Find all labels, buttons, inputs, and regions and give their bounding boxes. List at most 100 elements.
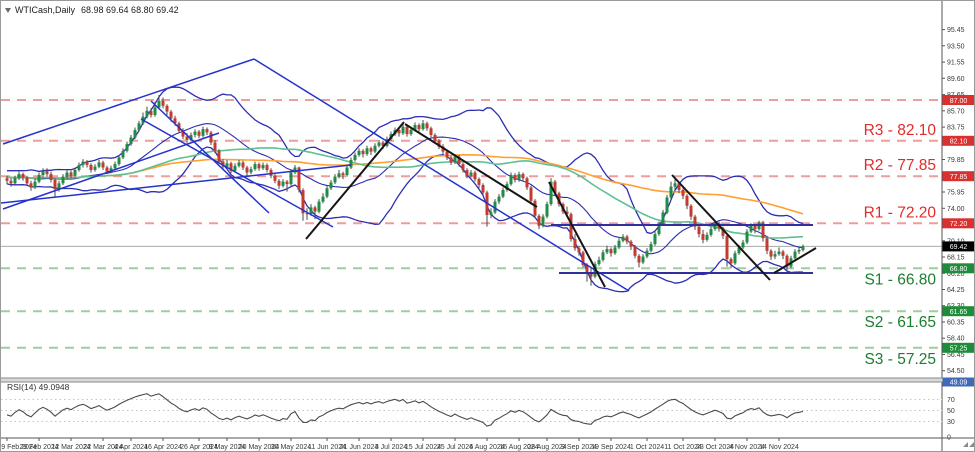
bull-candle bbox=[373, 145, 377, 152]
bear-candle bbox=[405, 126, 409, 135]
price-tick-label: 74.00 bbox=[947, 206, 965, 213]
time-tick-label: 8 May 2024 bbox=[209, 444, 246, 451]
bear-candle bbox=[149, 110, 153, 115]
blue-trendline[interactable] bbox=[2, 58, 255, 145]
price-tick-label: 93.50 bbox=[947, 43, 965, 50]
bear-candle bbox=[105, 167, 109, 172]
bull-candle bbox=[493, 201, 497, 213]
support-level-badge-text: 61.65 bbox=[950, 309, 968, 316]
trendlines bbox=[1, 58, 817, 292]
resistance-level-badge bbox=[942, 135, 974, 146]
bear-candle bbox=[445, 151, 449, 158]
bull-candle bbox=[193, 131, 197, 135]
bull-candle bbox=[321, 196, 325, 202]
bull-candle bbox=[37, 175, 41, 182]
bull-candle bbox=[737, 247, 741, 254]
bear-candle bbox=[181, 130, 185, 137]
blue-trendline[interactable] bbox=[140, 118, 334, 228]
bull-candle bbox=[189, 135, 193, 140]
blue-trendline[interactable] bbox=[1, 164, 352, 204]
price-tick-label: 64.25 bbox=[947, 287, 965, 294]
symbol-period-label: WTICash,Daily bbox=[15, 5, 76, 15]
bull-candle bbox=[733, 253, 737, 264]
panel-separator[interactable] bbox=[1, 378, 975, 382]
bull-candle bbox=[665, 197, 669, 213]
support-label-57.25: S3 - 57.25 bbox=[864, 351, 936, 368]
bull-candle bbox=[357, 150, 361, 155]
black-trendline[interactable] bbox=[305, 121, 405, 240]
bear-candle bbox=[397, 130, 401, 134]
bull-candle bbox=[253, 164, 257, 170]
support-level-badge bbox=[942, 263, 974, 274]
bear-candle bbox=[305, 213, 309, 215]
bear-candle bbox=[477, 179, 481, 185]
price-tick-label: 54.50 bbox=[947, 368, 965, 375]
blue-trendline[interactable] bbox=[253, 58, 630, 292]
time-tick-label: 14 Nov 2024 bbox=[759, 444, 799, 451]
price-axis[interactable]: 95.4593.5091.5589.6087.6585.7083.7579.85… bbox=[941, 1, 975, 452]
symbol-dropdown-icon[interactable] bbox=[5, 8, 11, 13]
rsi-panel[interactable]: 100705030049.09 bbox=[1, 377, 975, 442]
bull-candle bbox=[333, 176, 337, 183]
bear-candle bbox=[577, 248, 581, 253]
support-label-61.65: S2 - 61.65 bbox=[864, 314, 936, 331]
bull-candle bbox=[705, 234, 709, 240]
price-tick-label: 79.85 bbox=[947, 157, 965, 164]
bear-candle bbox=[585, 264, 589, 273]
black-trendline[interactable] bbox=[773, 247, 817, 274]
bull-candle bbox=[377, 142, 381, 146]
bull-candle bbox=[57, 183, 61, 190]
bear-candle bbox=[573, 239, 577, 249]
bull-candle bbox=[13, 178, 17, 184]
bull-candle bbox=[401, 126, 405, 134]
bear-candle bbox=[425, 123, 429, 129]
bull-candle bbox=[249, 169, 253, 173]
bear-candle bbox=[245, 167, 249, 173]
rsi-indicator-label: RSI(14) 49.0948 bbox=[7, 382, 70, 392]
bear-candle bbox=[213, 142, 217, 151]
resistance-level-badge-text: 82.10 bbox=[950, 139, 968, 146]
black-trendline[interactable] bbox=[404, 123, 538, 208]
bear-candle bbox=[417, 125, 421, 130]
bull-candle bbox=[17, 174, 21, 179]
black-trendline[interactable] bbox=[548, 181, 606, 288]
bear-candle bbox=[693, 216, 697, 227]
bull-candle bbox=[501, 190, 505, 197]
resistance-level-badge-text: 87.00 bbox=[950, 98, 968, 105]
bear-candle bbox=[185, 136, 189, 140]
price-tick-label: 85.70 bbox=[947, 108, 965, 115]
bull-candle bbox=[201, 129, 205, 136]
bull-candle bbox=[157, 100, 161, 108]
bear-candle bbox=[729, 259, 733, 264]
price-tick-label: 56.45 bbox=[947, 352, 965, 359]
time-tick-label: 11 Oct 2024 bbox=[664, 444, 702, 451]
support-level-badge bbox=[942, 342, 974, 353]
bear-candle bbox=[725, 235, 729, 260]
bear-candle bbox=[221, 161, 225, 167]
bull-candle bbox=[121, 150, 125, 158]
bull-candle bbox=[773, 254, 777, 257]
bull-candle bbox=[621, 236, 625, 241]
bull-candle bbox=[349, 160, 353, 168]
bull-candle bbox=[613, 247, 617, 254]
bear-candle bbox=[633, 246, 637, 256]
bull-candle bbox=[741, 242, 745, 248]
bear-candle bbox=[5, 178, 9, 181]
blue-trendline[interactable] bbox=[2, 132, 220, 210]
bear-candle bbox=[581, 252, 585, 265]
axis-corner-grip-icon[interactable] bbox=[963, 442, 974, 447]
bull-candle bbox=[153, 107, 157, 115]
fast-ma-line bbox=[6, 147, 804, 239]
main-plot-area[interactable]: R3 - 82.10 R2 - 77.85 R1 - 72.20 S1 - 66.80… bbox=[1, 58, 942, 368]
bear-candle bbox=[273, 175, 277, 181]
support-resistance-lines bbox=[1, 99, 942, 349]
bull-candle bbox=[541, 216, 545, 226]
black-trendline[interactable] bbox=[671, 174, 771, 281]
time-tick-label: 6 Aug 2024 bbox=[469, 444, 505, 451]
price-tick-label: 58.40 bbox=[947, 336, 965, 343]
price-tick-label: 68.15 bbox=[947, 255, 965, 262]
bear-candle bbox=[521, 174, 525, 179]
bear-candle bbox=[361, 150, 365, 155]
